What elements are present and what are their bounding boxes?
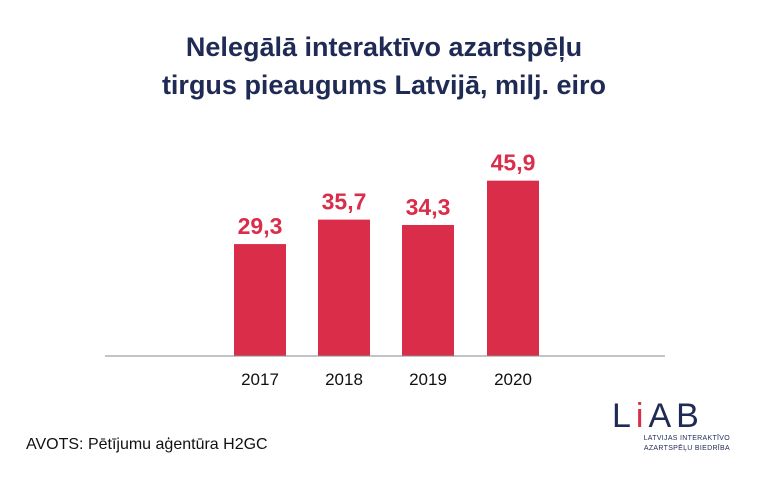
x-tick-label-2019: 2019: [409, 370, 447, 389]
bar-2018: [318, 219, 370, 356]
chart-title-line-2: tirgus pieaugums Latvijā, milj. eiro: [161, 70, 607, 100]
x-tick-label-2018: 2018: [325, 370, 363, 389]
logo-subtitle-line-1: LATVIJAS INTERAKTĪVO: [643, 435, 730, 442]
chart-title: Nelegālā interaktīvo azartspēļu tirgus p…: [0, 28, 768, 104]
value-label-2017: 29,3: [238, 213, 283, 239]
logo-letter-i: i: [635, 397, 649, 435]
x-tick-label-2020: 2020: [494, 370, 532, 389]
bar-2017: [234, 244, 286, 356]
bar-2019: [402, 224, 454, 356]
x-tick-label-2017: 2017: [241, 370, 279, 389]
chart-title-line-1: Nelegālā interaktīvo azartspēļu: [185, 32, 583, 62]
logo-letter-l: L: [612, 397, 636, 435]
logo-letters-ab: AB: [648, 397, 704, 435]
value-label-2020: 45,9: [491, 150, 536, 176]
liab-logo: LiAB LATVIJAS INTERAKTĪVO AZARTSPĒĻU BIE…: [612, 398, 732, 454]
value-label-2019: 34,3: [406, 194, 451, 220]
value-label-2018: 35,7: [322, 189, 367, 215]
source-note: AVOTS: Pētījumu aģentūra H2GC: [26, 436, 268, 453]
logo-mark: LiAB: [612, 398, 732, 434]
bar-2020: [487, 180, 539, 356]
logo-subtitle-line-2: AZARTSPĒĻU BIEDRĪBA: [643, 445, 730, 452]
